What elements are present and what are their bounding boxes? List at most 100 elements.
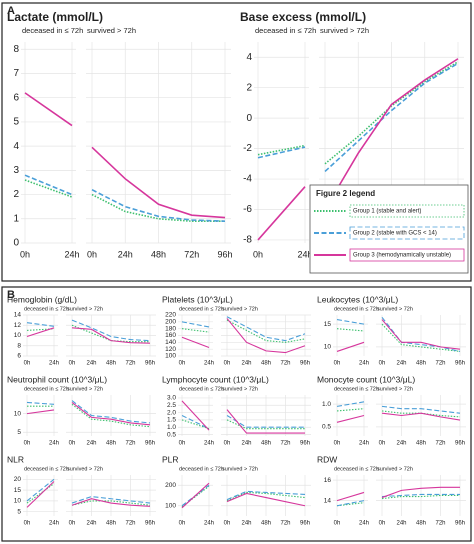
series-line: [181, 482, 210, 509]
y-tick-label: 15: [14, 487, 22, 494]
y-tick-label: 10: [324, 344, 332, 351]
series-line: [226, 318, 306, 354]
chart-title: RDW: [317, 454, 337, 464]
subplot-title: deceased in ≤ 72h: [24, 306, 69, 312]
x-tick-label: 48h: [261, 521, 271, 527]
y-tick-label: 0: [13, 238, 19, 249]
series-line: [91, 193, 225, 223]
series-line: [324, 62, 459, 173]
y-tick-label: 5: [13, 117, 19, 128]
y-tick-label: 1: [13, 213, 19, 224]
series-line: [381, 323, 461, 352]
subplot-title: survived > 72h: [67, 306, 103, 312]
x-tick-label: 24h: [396, 441, 406, 447]
chart-title: Lymphocyte count (10^3/μL): [162, 374, 269, 384]
subplot-title: survived > 72h: [67, 386, 103, 392]
x-tick-label: 0h: [24, 441, 31, 447]
series-line: [71, 403, 151, 428]
x-tick-label: 48h: [261, 361, 271, 367]
series-line: [226, 491, 306, 502]
series-line: [71, 498, 151, 507]
series-line: [257, 186, 306, 241]
series-line: [381, 486, 460, 499]
x-tick-label: 72h: [125, 441, 135, 447]
x-tick-label: 0h: [334, 521, 341, 527]
series-line: [71, 402, 151, 426]
y-tick-label: 4: [13, 141, 19, 152]
y-tick-label: 10: [14, 410, 22, 417]
y-tick-label: 100: [165, 353, 176, 360]
x-tick-label: 96h: [145, 521, 155, 527]
y-tick-label: 100: [165, 502, 176, 509]
x-tick-label: 24h: [64, 249, 79, 259]
x-tick-label: 96h: [455, 361, 465, 367]
subplot-title: deceased in ≤ 72h: [255, 26, 316, 35]
x-tick-label: 0h: [69, 441, 76, 447]
panel-label: A: [7, 5, 15, 17]
y-tick-label: 3: [13, 165, 19, 176]
x-tick-label: 72h: [280, 441, 290, 447]
y-tick-label: 120: [165, 346, 176, 353]
subplot-title: survived > 72h: [222, 466, 258, 472]
x-tick-label: 0h: [69, 521, 76, 527]
y-tick-label: 2: [246, 82, 252, 93]
chart-title: Leukocytes (10^3/μL): [317, 294, 398, 304]
series-line: [24, 179, 73, 198]
y-tick-label: 200: [165, 482, 176, 489]
chart-title: Lactate (mmol/L): [7, 10, 103, 24]
x-tick-label: 72h: [435, 441, 445, 447]
y-tick-label: 1.0: [167, 424, 176, 431]
x-tick-label: 24h: [49, 361, 59, 367]
subplot-title: deceased in ≤ 72h: [179, 466, 224, 472]
chart-title: Monocyte count (10^3/μL): [317, 374, 415, 384]
chart-title: Neutrophil count (10^3/μL): [7, 374, 107, 384]
x-tick-label: 0h: [24, 521, 31, 527]
y-tick-label: -6: [243, 204, 252, 215]
x-tick-label: 0h: [334, 361, 341, 367]
series-line: [336, 491, 365, 502]
y-tick-label: 20: [14, 476, 22, 483]
subplot-title: deceased in ≤ 72h: [22, 26, 83, 35]
y-tick-label: 6: [17, 353, 21, 360]
series-line: [26, 483, 55, 504]
series-line: [226, 319, 306, 343]
subplot-title: survived > 72h: [377, 306, 413, 312]
series-line: [257, 146, 306, 159]
x-tick-label: 96h: [455, 521, 465, 527]
x-tick-label: 72h: [184, 249, 199, 259]
x-tick-label: 0h: [69, 361, 76, 367]
series-line: [91, 189, 226, 223]
series-line: [71, 400, 151, 424]
x-tick-label: 48h: [151, 249, 166, 259]
x-tick-label: 48h: [261, 441, 271, 447]
y-tick-label: 10: [14, 332, 22, 339]
series-line: [71, 319, 151, 342]
subplot-title: deceased in ≤ 72h: [24, 466, 69, 472]
x-tick-label: 48h: [106, 521, 116, 527]
y-tick-label: 180: [165, 325, 176, 332]
x-tick-label: 0h: [87, 249, 97, 259]
series-line: [26, 409, 55, 415]
y-tick-label: 12: [14, 322, 22, 329]
series-line: [324, 58, 459, 210]
x-tick-label: 0h: [224, 361, 231, 367]
y-tick-label: 0.5: [167, 431, 176, 438]
x-tick-label: 24h: [49, 521, 59, 527]
x-tick-label: 24h: [396, 361, 406, 367]
chart-title: Hemoglobin (g/dL): [7, 294, 77, 304]
series-line: [336, 341, 365, 352]
x-tick-label: 0h: [224, 521, 231, 527]
legend-label-box: [349, 226, 465, 240]
x-tick-label: 48h: [106, 441, 116, 447]
x-tick-label: 96h: [217, 249, 232, 259]
y-tick-label: 1.0: [322, 401, 331, 408]
x-tick-label: 0h: [334, 441, 341, 447]
subplot-title: deceased in ≤ 72h: [179, 386, 224, 392]
series-line: [26, 322, 55, 327]
y-tick-label: 1.5: [167, 417, 176, 424]
legend-label: Group 1 (stable and alert): [353, 209, 421, 215]
x-tick-label: 24h: [204, 441, 214, 447]
chart-title: Base excess (mmol/L): [240, 10, 366, 24]
x-tick-label: 0h: [253, 249, 263, 259]
